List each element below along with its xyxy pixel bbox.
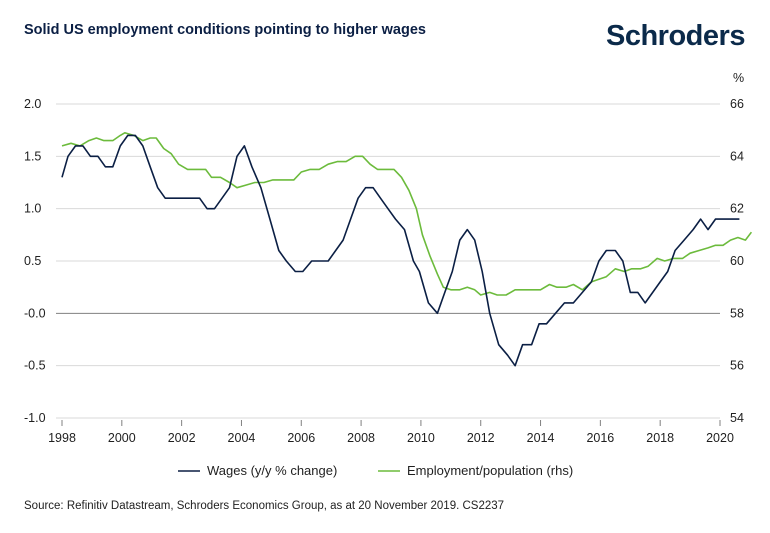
axis-labels: 2.0 1.5 1.0 0.5 -0.0 -0.5 -1.0 66 64 62 60 58 56 54% 1…	[24, 71, 744, 445]
left-tick-label: 0.5	[24, 254, 41, 268]
x-tick-label: 2018	[646, 431, 674, 445]
employment-line	[61, 132, 753, 296]
x-tick-label: 2010	[407, 431, 435, 445]
right-tick-label: 62	[730, 202, 744, 216]
brand-logo: Schroders	[606, 20, 745, 52]
series-lines	[61, 132, 753, 367]
x-tick-label: 2006	[287, 431, 315, 445]
x-tick-label: 2020	[706, 431, 734, 445]
x-tick-label: 2004	[228, 431, 256, 445]
x-tick-label: 2000	[108, 431, 136, 445]
grid-lines	[56, 103, 720, 419]
x-tick-label: 2008	[347, 431, 375, 445]
x-tick-label: 1998	[48, 431, 76, 445]
legend: Wages (y/y % change) Employment/populatio…	[178, 463, 573, 478]
x-tick-label: 2016	[586, 431, 614, 445]
x-tick-label: 2014	[527, 431, 555, 445]
right-tick-label: 56	[730, 359, 744, 373]
left-tick-label: -0.5	[24, 359, 46, 373]
left-tick-label: -0.0	[24, 306, 46, 320]
legend-wages-label: Wages (y/y % change)	[207, 463, 337, 478]
legend-employment-label: Employment/population (rhs)	[407, 463, 573, 478]
source-note: Source: Refinitiv Datastream, Schroders …	[24, 500, 505, 512]
x-tick-label: 2002	[168, 431, 196, 445]
chart-title: Solid US employment conditions pointing …	[24, 22, 426, 38]
left-tick-label: -1.0	[24, 411, 46, 425]
right-tick-label: 60	[730, 254, 744, 268]
right-tick-label: 58	[730, 306, 744, 320]
right-axis-unit: %	[733, 71, 744, 85]
right-tick-label: 64	[730, 149, 744, 163]
left-tick-label: 1.5	[24, 149, 41, 163]
wages-line	[61, 134, 740, 367]
right-tick-label: 66	[730, 97, 744, 111]
left-tick-label: 2.0	[24, 97, 41, 111]
x-tick-label: 2012	[467, 431, 495, 445]
left-tick-label: 1.0	[24, 202, 41, 216]
right-tick-label: 54	[730, 411, 744, 425]
